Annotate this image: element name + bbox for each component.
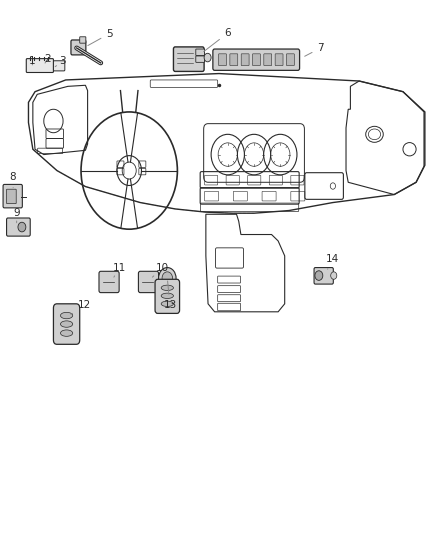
Ellipse shape [60,321,73,327]
Text: 6: 6 [204,28,231,52]
FancyBboxPatch shape [264,54,272,66]
Ellipse shape [161,293,173,298]
FancyBboxPatch shape [7,189,16,204]
Circle shape [331,272,337,279]
Text: 1: 1 [28,56,35,66]
Circle shape [159,268,176,289]
FancyBboxPatch shape [241,54,249,66]
FancyBboxPatch shape [252,54,260,66]
FancyBboxPatch shape [173,47,204,71]
FancyBboxPatch shape [286,54,294,66]
FancyBboxPatch shape [71,40,86,55]
FancyBboxPatch shape [314,268,333,284]
Text: 9: 9 [13,208,20,223]
Ellipse shape [60,312,73,319]
Text: 8: 8 [9,172,16,188]
Text: 11: 11 [113,263,126,277]
Text: 10: 10 [152,263,169,277]
FancyBboxPatch shape [53,304,80,344]
FancyBboxPatch shape [219,54,226,66]
Ellipse shape [161,285,173,290]
Circle shape [162,272,173,285]
Ellipse shape [60,330,73,336]
Text: 5: 5 [88,29,113,45]
FancyBboxPatch shape [138,271,159,293]
FancyBboxPatch shape [3,184,22,208]
FancyBboxPatch shape [26,59,53,72]
Circle shape [204,53,211,62]
Circle shape [18,222,26,232]
Text: 14: 14 [326,254,339,269]
Circle shape [315,271,323,280]
Text: 13: 13 [163,281,177,310]
Text: 7: 7 [305,43,324,56]
FancyBboxPatch shape [230,54,238,66]
Text: 12: 12 [71,300,91,314]
FancyBboxPatch shape [213,49,300,70]
FancyBboxPatch shape [99,271,119,293]
Text: 3: 3 [55,56,66,67]
FancyBboxPatch shape [53,61,65,71]
FancyBboxPatch shape [80,37,86,43]
FancyBboxPatch shape [275,54,283,66]
FancyBboxPatch shape [196,56,205,62]
FancyBboxPatch shape [155,279,180,313]
Ellipse shape [161,301,173,306]
Text: 2: 2 [44,54,51,63]
FancyBboxPatch shape [196,49,205,55]
FancyBboxPatch shape [7,218,30,236]
